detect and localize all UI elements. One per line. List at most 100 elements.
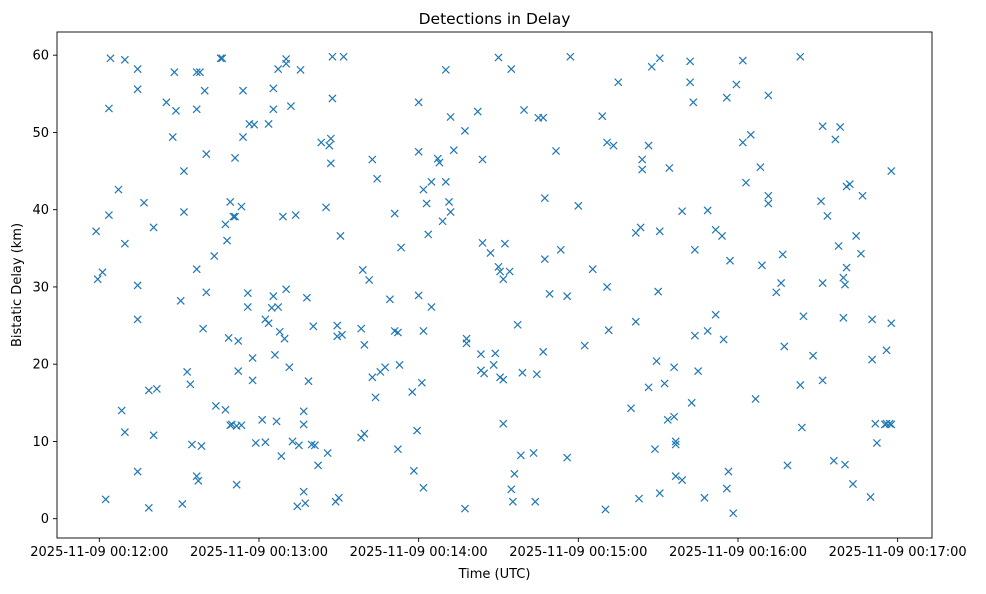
data-point-15 [133, 315, 142, 324]
data-point-213 [580, 341, 589, 350]
data-point-315 [882, 346, 891, 355]
y-tick-label-5: 50 [32, 126, 49, 141]
x-tick-label-0: 2025-11-09 00:12:00 [30, 545, 168, 560]
data-point-270 [741, 178, 751, 187]
data-point-222 [626, 404, 636, 413]
data-point-167 [449, 146, 458, 155]
x-tick-label-2: 2025-11-09 00:14:00 [350, 545, 488, 560]
data-point-16 [133, 467, 142, 476]
data-point-304 [848, 479, 857, 488]
data-point-47 [216, 54, 225, 63]
data-point-232 [650, 445, 659, 454]
data-point-308 [866, 493, 875, 502]
data-point-99 [294, 441, 303, 450]
data-point-248 [686, 57, 695, 66]
data-point-200 [532, 370, 541, 379]
data-point-105 [302, 293, 311, 302]
data-point-266 [729, 509, 738, 518]
data-point-45 [210, 252, 219, 261]
data-point-130 [360, 429, 369, 438]
data-point-117 [328, 94, 337, 103]
data-point-287 [809, 351, 818, 360]
data-point-73 [251, 438, 260, 448]
data-point-148 [414, 98, 423, 107]
data-point-197 [518, 368, 527, 377]
data-point-40 [197, 442, 206, 451]
data-point-145 [408, 387, 417, 397]
data-point-218 [603, 282, 612, 291]
data-point-103 [299, 487, 308, 496]
data-point-178 [486, 248, 495, 257]
data-point-290 [818, 279, 827, 288]
data-point-53 [226, 197, 235, 206]
data-point-204 [540, 255, 549, 264]
data-point-96 [288, 437, 297, 446]
data-point-217 [603, 138, 612, 147]
y-tick-label-1: 10 [32, 435, 49, 450]
data-point-312 [872, 438, 881, 448]
data-point-303 [845, 180, 854, 189]
data-point-97 [291, 211, 300, 220]
data-point-95 [286, 102, 295, 111]
data-point-71 [248, 376, 257, 385]
data-point-186 [500, 239, 509, 248]
data-point-146 [409, 466, 418, 475]
data-point-256 [703, 206, 712, 215]
data-point-262 [722, 93, 731, 102]
data-point-153 [419, 185, 428, 194]
data-point-76 [261, 438, 270, 447]
data-point-131 [365, 275, 374, 285]
data-point-279 [777, 279, 786, 288]
data-point-247 [678, 476, 687, 485]
data-point-225 [634, 494, 644, 503]
data-point-8 [117, 406, 126, 415]
data-point-48 [218, 54, 227, 63]
data-point-88 [277, 452, 286, 461]
data-point-271 [746, 130, 755, 139]
data-point-32 [186, 380, 195, 389]
data-point-263 [722, 484, 731, 493]
data-point-98 [293, 502, 302, 511]
data-point-199 [531, 497, 540, 506]
data-point-296 [836, 122, 845, 132]
data-point-10 [120, 239, 129, 248]
data-point-274 [757, 261, 766, 270]
data-point-85 [274, 65, 283, 74]
data-point-122 [334, 493, 343, 502]
data-point-305 [852, 231, 861, 240]
data-point-251 [689, 98, 698, 107]
data-point-62 [234, 367, 243, 376]
data-point-128 [358, 265, 367, 274]
data-point-158 [427, 302, 436, 312]
data-point-189 [505, 267, 514, 276]
data-point-231 [647, 62, 656, 71]
data-point-93 [282, 59, 291, 68]
data-point-94 [285, 363, 294, 372]
data-point-301 [842, 263, 851, 272]
data-point-46 [211, 401, 220, 410]
data-point-83 [270, 350, 279, 359]
data-point-133 [368, 373, 377, 382]
data-point-207 [551, 146, 560, 155]
data-point-278 [772, 288, 781, 297]
data-point-14 [133, 281, 142, 290]
data-point-125 [339, 52, 348, 61]
data-point-267 [732, 80, 741, 89]
data-point-112 [322, 203, 331, 212]
data-point-177 [480, 369, 489, 378]
data-point-144 [397, 243, 406, 252]
data-point-188 [499, 375, 508, 384]
x-tick-label-3: 2025-11-09 00:15:00 [509, 545, 647, 560]
y-tick-label-2: 20 [32, 358, 49, 373]
data-point-171 [462, 339, 471, 348]
data-point-272 [751, 394, 760, 403]
data-point-191 [507, 485, 516, 494]
data-point-132 [368, 155, 377, 164]
data-point-81 [269, 105, 278, 114]
data-point-26 [171, 106, 180, 115]
data-point-68 [243, 302, 252, 312]
data-point-1 [93, 275, 102, 284]
data-point-182 [494, 53, 503, 62]
data-point-51 [223, 236, 232, 245]
data-point-208 [556, 245, 565, 254]
